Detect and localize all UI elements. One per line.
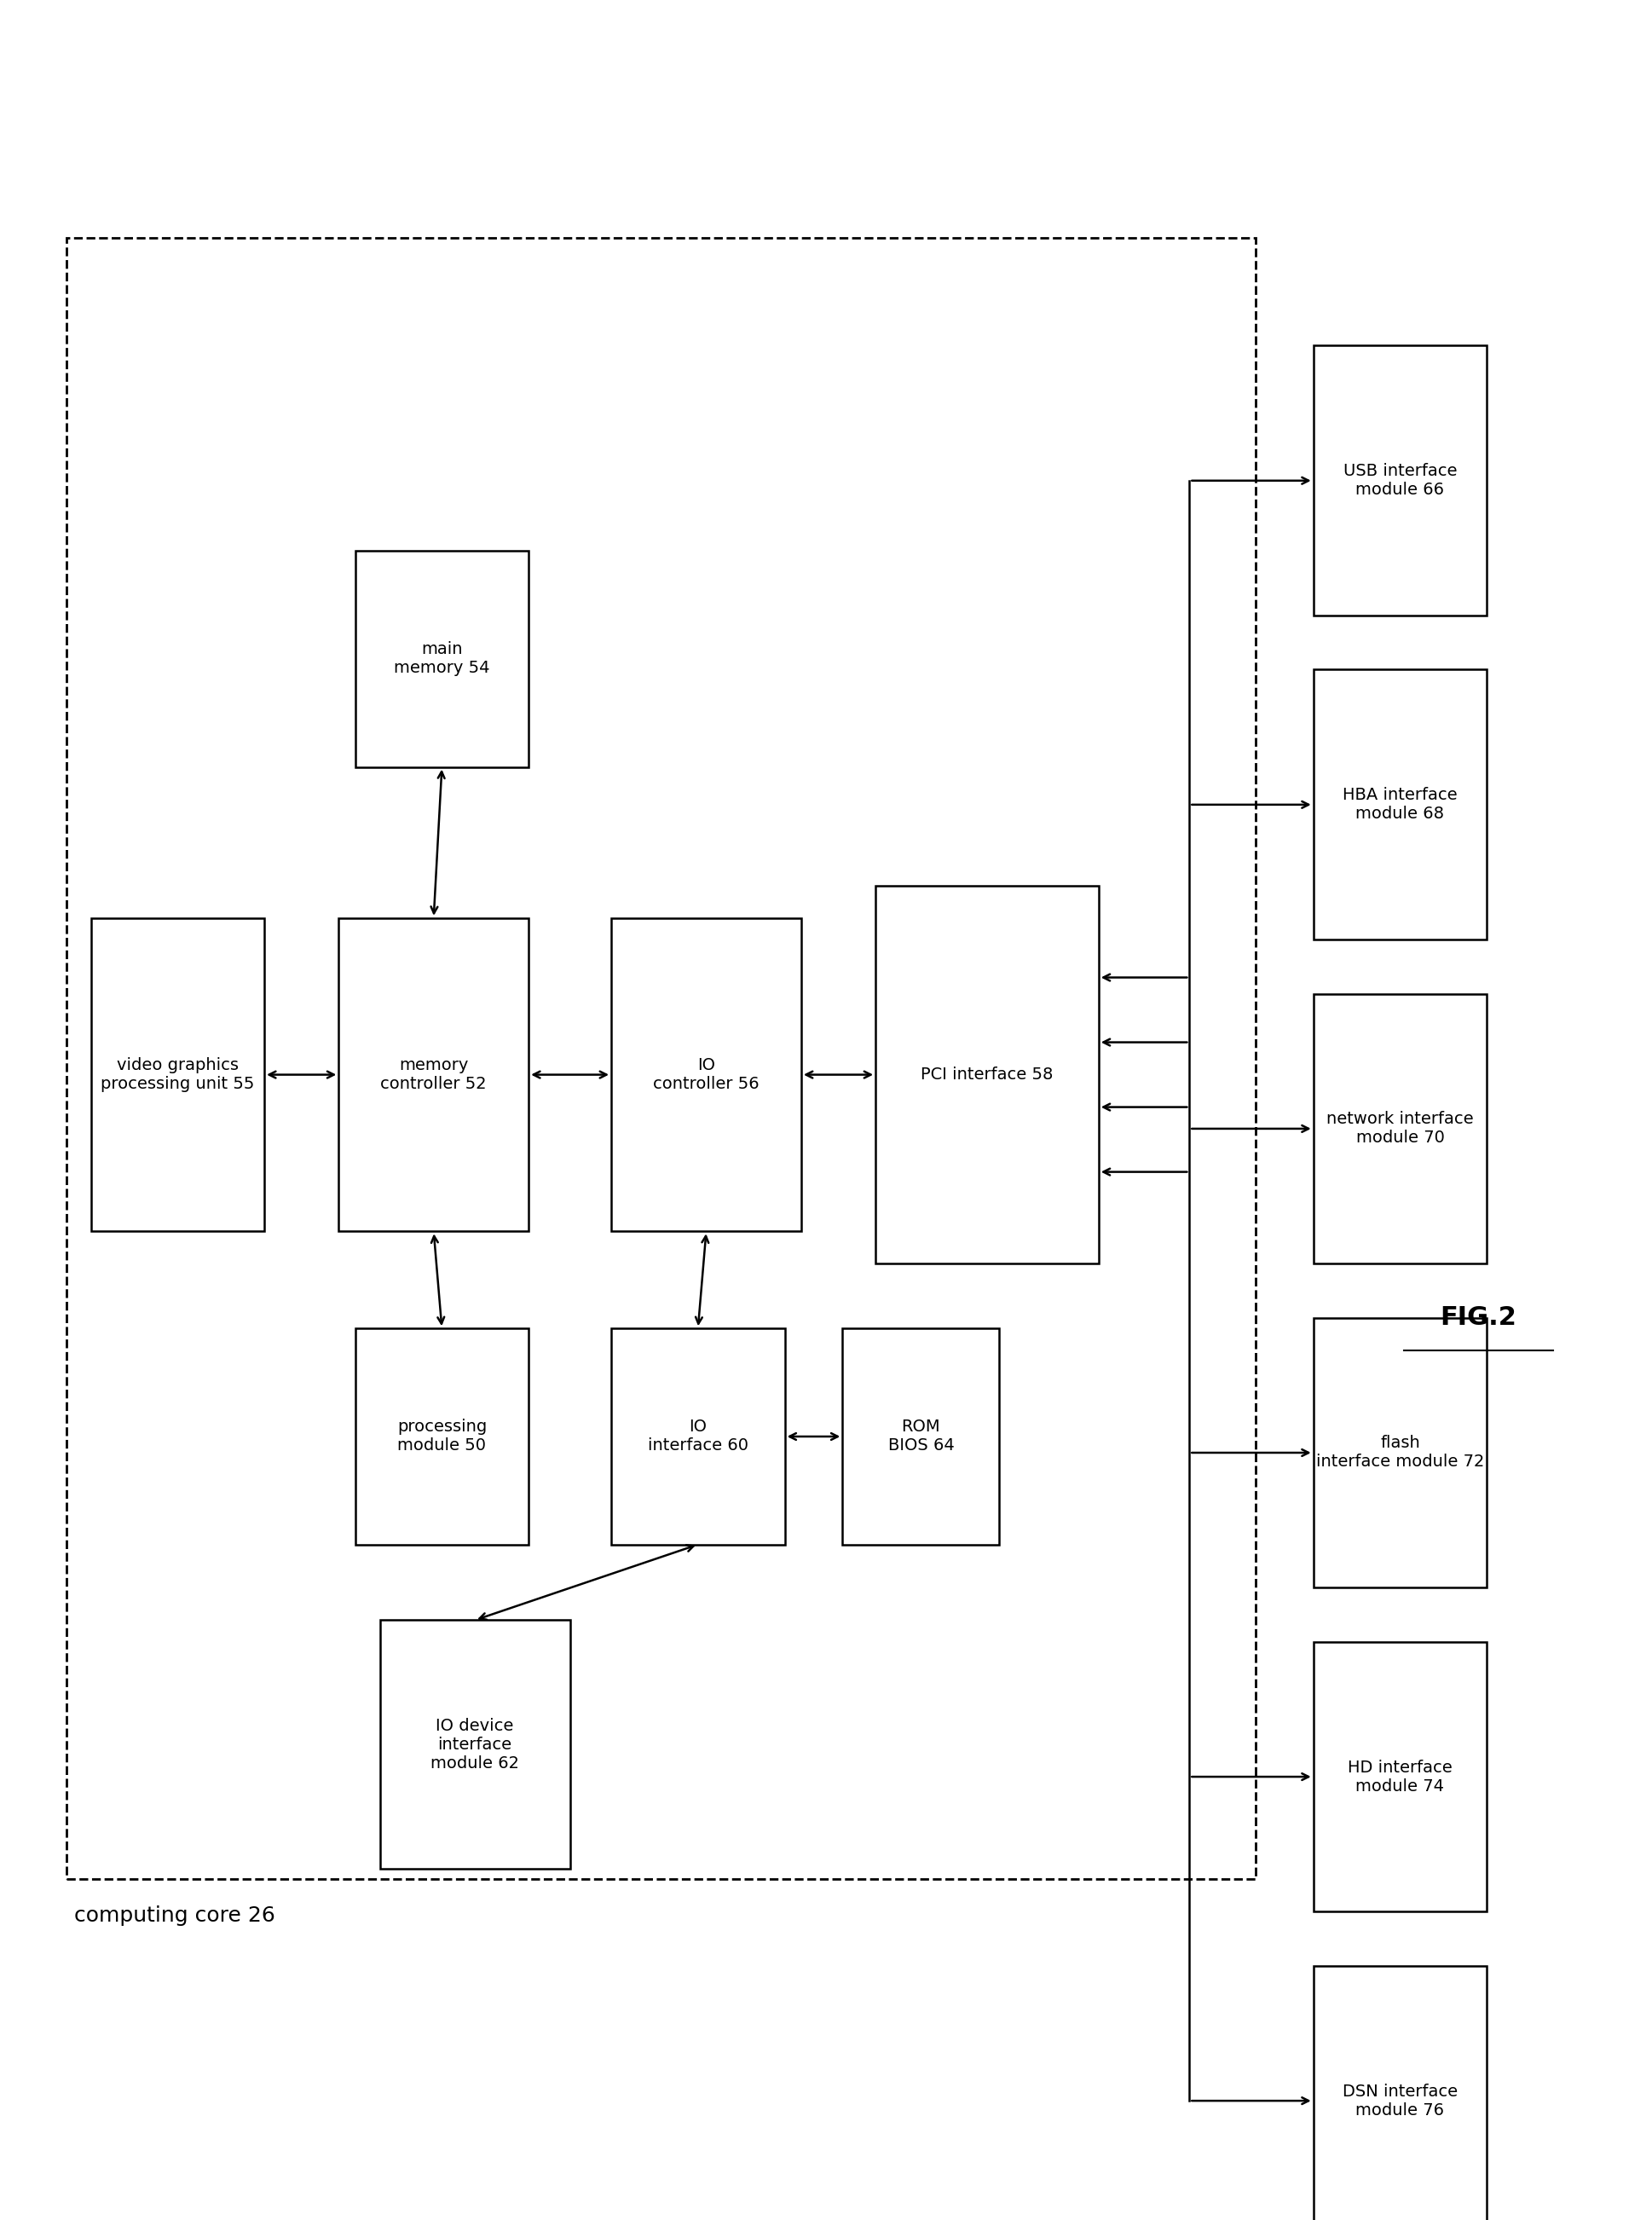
FancyBboxPatch shape xyxy=(1313,995,1487,1263)
Text: main
memory 54: main memory 54 xyxy=(393,642,491,677)
FancyBboxPatch shape xyxy=(91,919,264,1232)
FancyBboxPatch shape xyxy=(1313,346,1487,615)
FancyBboxPatch shape xyxy=(1313,1319,1487,1587)
Text: IO
interface 60: IO interface 60 xyxy=(648,1419,748,1454)
FancyBboxPatch shape xyxy=(843,1328,999,1545)
FancyBboxPatch shape xyxy=(611,1328,785,1545)
Text: FIG.2: FIG.2 xyxy=(1441,1305,1517,1330)
FancyBboxPatch shape xyxy=(1313,670,1487,939)
FancyBboxPatch shape xyxy=(355,551,529,766)
Text: processing
module 50: processing module 50 xyxy=(396,1419,487,1454)
Text: ROM
BIOS 64: ROM BIOS 64 xyxy=(887,1419,955,1454)
Text: HBA interface
module 68: HBA interface module 68 xyxy=(1343,788,1457,821)
Text: HD interface
module 74: HD interface module 74 xyxy=(1348,1758,1452,1794)
Text: PCI interface 58: PCI interface 58 xyxy=(920,1066,1054,1083)
FancyBboxPatch shape xyxy=(1313,1965,1487,2220)
FancyBboxPatch shape xyxy=(876,886,1099,1263)
Text: memory
controller 52: memory controller 52 xyxy=(380,1057,487,1092)
Text: computing core 26: computing core 26 xyxy=(74,1905,276,1925)
Text: IO
controller 56: IO controller 56 xyxy=(653,1057,760,1092)
Text: IO device
interface
module 62: IO device interface module 62 xyxy=(431,1718,519,1772)
Text: video graphics
processing unit 55: video graphics processing unit 55 xyxy=(101,1057,254,1092)
Text: DSN interface
module 76: DSN interface module 76 xyxy=(1343,2082,1457,2118)
Text: network interface
module 70: network interface module 70 xyxy=(1327,1112,1474,1146)
FancyBboxPatch shape xyxy=(611,919,801,1232)
Text: flash
interface module 72: flash interface module 72 xyxy=(1317,1436,1483,1470)
FancyBboxPatch shape xyxy=(339,919,529,1232)
Text: USB interface
module 66: USB interface module 66 xyxy=(1343,464,1457,497)
FancyBboxPatch shape xyxy=(380,1621,570,1869)
FancyBboxPatch shape xyxy=(355,1328,529,1545)
FancyBboxPatch shape xyxy=(1313,1643,1487,1911)
